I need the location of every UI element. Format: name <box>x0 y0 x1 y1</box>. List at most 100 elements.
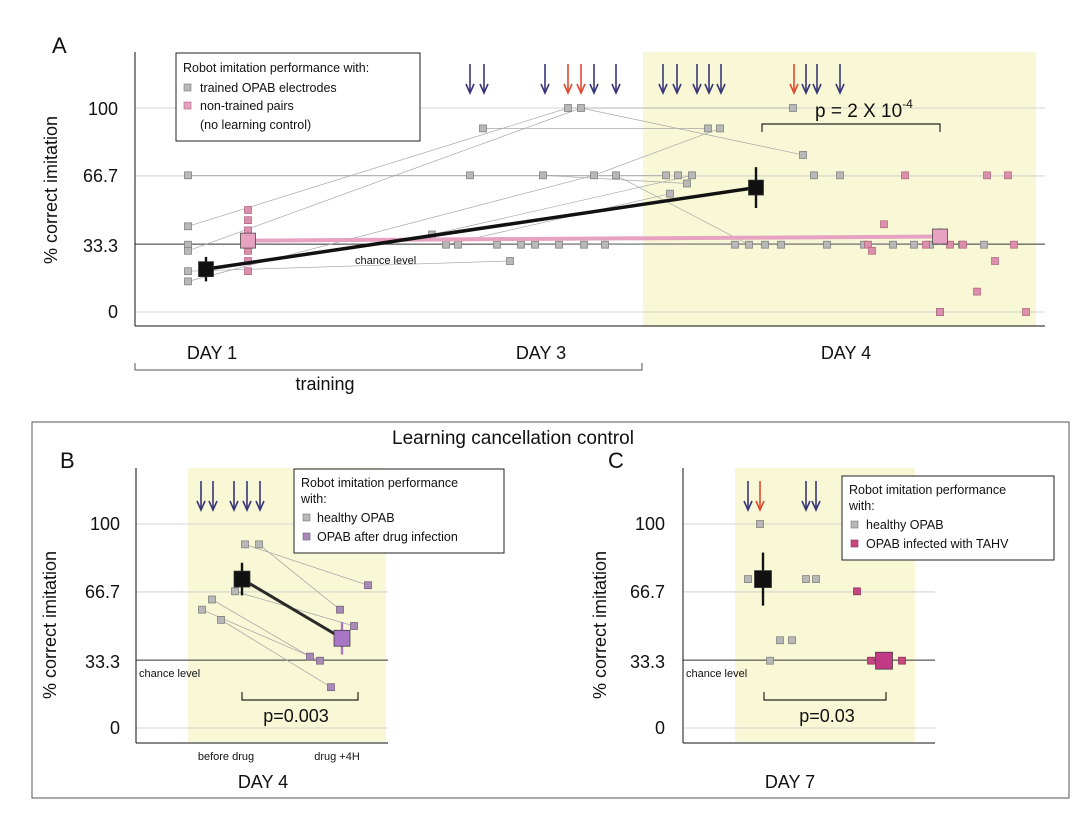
panel-b-legend-box <box>293 468 505 554</box>
panel-b-after-point <box>327 683 335 692</box>
panel-c-healthy-point <box>766 656 774 665</box>
trained-mean-day1 <box>198 261 214 278</box>
trained-day3-point <box>442 240 450 249</box>
nontrained-day4-point <box>1004 171 1012 180</box>
trained-day3-point <box>612 171 620 180</box>
panel-b-legend-title2: with: <box>300 492 327 506</box>
nontrained-day4-point <box>983 171 991 180</box>
panel-c-healthy-point <box>802 575 810 583</box>
trained-day3-point <box>493 240 501 249</box>
nontrained-day4-point <box>1022 308 1030 316</box>
legend-healthy-marker <box>302 513 311 522</box>
legend-drug-label: OPAB after drug infection <box>317 530 458 544</box>
blue-arrow <box>540 64 550 95</box>
panel-b-after-point <box>316 656 324 665</box>
panel-a-p-text: p = 2 X 10 <box>815 101 902 122</box>
nontrained-day4-point <box>922 240 930 249</box>
nontrained-mean-day1 <box>240 232 256 249</box>
panel-c-ytick-66: 66.7 <box>630 582 665 602</box>
panel-c-chance-label: chance level <box>686 668 747 680</box>
trained-mean-line <box>205 185 757 271</box>
training-bracket <box>134 363 643 371</box>
trained-subject-line <box>187 260 511 272</box>
trained-day4-point <box>799 151 807 159</box>
trained-day3-point <box>479 124 487 133</box>
panel-a-ytick-66: 66.7 <box>83 166 118 186</box>
panel-c-legend: Robot imitation performance with: health… <box>841 475 1055 561</box>
panel-b-ytick-66: 66.7 <box>85 582 120 602</box>
trained-day4-point <box>789 104 797 112</box>
blue-arrow <box>692 64 702 95</box>
trained-day3-point <box>539 171 547 180</box>
nontrained-day1-point <box>244 206 252 214</box>
panel-b-ytick-33: 33.3 <box>85 652 120 672</box>
trained-day1-point <box>184 267 192 276</box>
panel-c: C % correct imitation 100 66.7 33.3 0 ch… <box>590 448 1055 792</box>
panel-c-p-bracket <box>763 692 887 701</box>
panel-a-ytick-0: 0 <box>108 302 118 322</box>
trained-day4-point <box>688 171 696 180</box>
trained-day3-point <box>531 240 539 249</box>
panel-c-p-value: p=0.03 <box>799 706 855 726</box>
nontrained-mean-day4 <box>932 228 948 245</box>
red-arrow <box>576 64 586 95</box>
trained-day4-point <box>777 240 785 249</box>
panel-a-xlabel-day3: DAY 3 <box>516 343 566 363</box>
legend-trained-marker <box>183 83 192 92</box>
legend-c-healthy-label: healthy OPAB <box>866 518 944 532</box>
panel-c-day-label: DAY 7 <box>765 772 815 792</box>
panel-b-subject-line <box>220 619 332 688</box>
legend-nontrained-sublabel: (no learning control) <box>200 118 311 132</box>
trained-subject-line <box>187 107 582 252</box>
blue-arrow <box>811 481 821 512</box>
panel-b-subject-line <box>244 544 369 586</box>
panel-c-healthy-point <box>744 575 752 583</box>
panel-b-after-point <box>364 581 372 590</box>
panel-c-tahv-point <box>898 656 906 665</box>
panel-a-xlabel-day4: DAY 4 <box>821 343 871 363</box>
panel-a-chance-label: chance level <box>355 255 416 267</box>
nontrained-day4-point <box>946 240 954 249</box>
panel-c-tahv-point <box>867 656 875 665</box>
blue-arrow <box>743 481 753 512</box>
panel-a-legend-box <box>175 52 421 142</box>
panel-a-p-value: p = 2 X 10-4 <box>815 97 913 122</box>
blue-arrow <box>716 64 726 95</box>
trained-day4-point <box>836 171 844 180</box>
nontrained-day4-point <box>973 287 981 296</box>
panel-b-legend: Robot imitation performance with: health… <box>293 468 505 554</box>
blue-arrow <box>611 64 621 95</box>
day4-shaded-region <box>643 52 1036 327</box>
panel-b-mean-after <box>333 629 351 647</box>
nontrained-day4-point <box>936 308 944 316</box>
panel-c-ytick-0: 0 <box>655 718 665 738</box>
red-arrow <box>755 481 765 512</box>
trained-day3-point <box>506 257 514 265</box>
legend-c-tahv-label: OPAB infected with TAHV <box>866 537 1009 551</box>
blue-arrow <box>704 64 714 95</box>
trained-day4-point <box>745 240 753 249</box>
panel-c-ytick-33: 33.3 <box>630 652 665 672</box>
panel-c-healthy-point <box>776 636 784 645</box>
trained-mean-day4 <box>748 179 764 196</box>
trained-day3-point <box>590 171 598 180</box>
trained-day4-point <box>683 179 691 188</box>
trained-day1-point <box>184 277 192 286</box>
panel-b-ytick-100: 100 <box>90 514 120 534</box>
red-arrow <box>563 64 573 95</box>
blue-arrow <box>208 481 218 512</box>
panel-b-chance-label: chance level <box>139 668 200 680</box>
trained-day4-point <box>704 124 712 133</box>
panel-a-ytick-33: 33.3 <box>83 236 118 256</box>
legend-c-tahv-marker <box>850 539 859 548</box>
panel-b-before-point <box>241 540 249 549</box>
trained-day4-point <box>910 240 918 249</box>
panel-b-marks <box>196 481 372 692</box>
trained-day1-point <box>184 171 192 180</box>
panel-b-day-label: DAY 4 <box>238 772 288 792</box>
panel-a-marks <box>184 64 1030 316</box>
lower-panel-title: Learning cancellation control <box>392 428 634 449</box>
panel-b-p-value: p=0.003 <box>263 706 329 726</box>
trained-day4-point <box>666 189 674 198</box>
blue-arrow <box>801 64 811 95</box>
